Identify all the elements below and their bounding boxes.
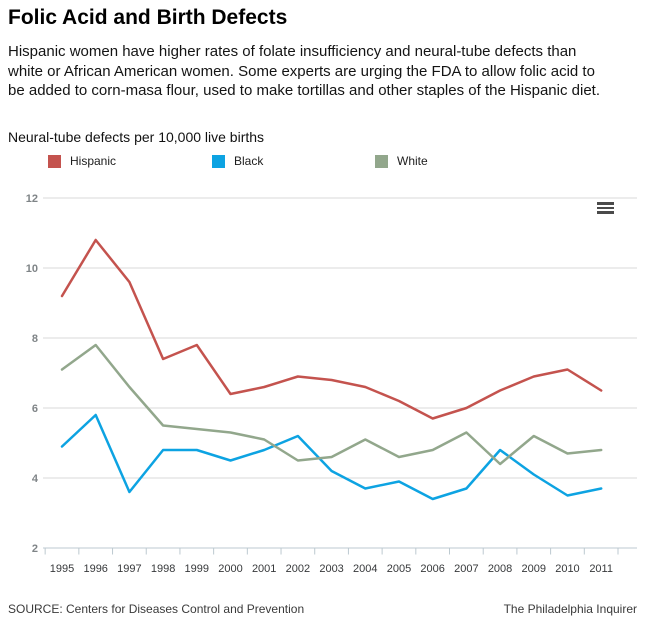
y-axis-tick-label: 12	[26, 193, 38, 205]
series-line-white	[60, 343, 603, 466]
x-axis-tick-label: 2011	[589, 563, 613, 575]
y-axis-tick-label: 2	[32, 543, 38, 555]
y-axis-tick-label: 8	[32, 333, 38, 345]
x-axis-tick-label: 2006	[420, 563, 444, 575]
x-axis-tick-label: 2003	[319, 563, 343, 575]
x-axis-tick-label: 1996	[83, 563, 107, 575]
x-axis-tick-label: 2009	[522, 563, 546, 575]
x-axis-tick-label: 2002	[286, 563, 310, 575]
legend-swatch	[212, 154, 225, 168]
series-line-black	[60, 413, 603, 501]
chart-description: Hispanic women have higher rates of fola…	[8, 43, 601, 99]
x-axis-tick-label: 2007	[454, 563, 478, 575]
x-axis-tick-label: 1999	[185, 563, 209, 575]
legend-swatch	[48, 154, 61, 168]
x-axis-tick-label: 2001	[252, 563, 276, 575]
legend-swatch	[375, 154, 388, 168]
legend-item-hispanic[interactable]: Hispanic	[48, 154, 116, 168]
publisher-credit: The Philadelphia Inquirer	[503, 602, 637, 616]
line-chart: 2 4 6 8 10 12 1995 1996 1997 1998 1999 2000 2001 2002…	[26, 193, 637, 575]
chart-legend: Hispanic Black White	[0, 154, 645, 174]
legend-item-black[interactable]: Black	[212, 154, 263, 168]
axis-units-subtitle: Neural-tube defects per 10,000 live birt…	[8, 129, 265, 145]
x-axis-tick-label: 1998	[151, 563, 175, 575]
legend-item-white[interactable]: White	[375, 154, 428, 168]
x-axis-tick-label: 1995	[50, 563, 74, 575]
x-axis-tick-label: 2005	[387, 563, 411, 575]
legend-label: Black	[234, 154, 264, 168]
hamburger-bar	[597, 211, 614, 214]
legend-label: Hispanic	[70, 154, 117, 168]
hamburger-bar	[597, 206, 614, 210]
x-axis-tick-label: 1997	[117, 563, 141, 575]
hamburger-menu-icon[interactable]	[597, 202, 614, 214]
y-axis-tick-label: 4	[32, 473, 39, 485]
x-axis-tick-label: 2010	[555, 563, 579, 575]
series-line-hispanic	[60, 238, 603, 420]
hamburger-bar	[597, 202, 614, 205]
x-axis-tick-label: 2000	[218, 563, 242, 575]
x-axis-tick-label: 2004	[353, 563, 377, 575]
y-axis-tick-label: 6	[32, 403, 38, 415]
source-attribution: SOURCE: Centers for Diseases Control and…	[8, 602, 305, 616]
legend-label: White	[397, 154, 428, 168]
x-axis-tick-label: 2008	[488, 563, 512, 575]
page-title: Folic Acid and Birth Defects	[8, 6, 288, 29]
y-axis-tick-label: 10	[26, 263, 38, 275]
